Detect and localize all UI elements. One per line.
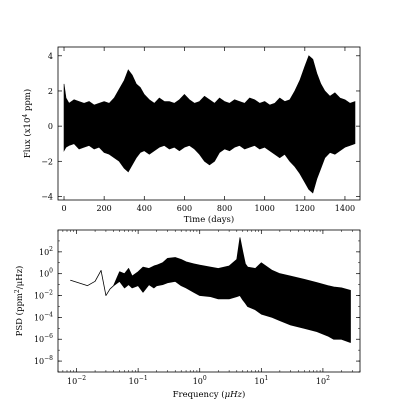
x-tick-label: 0 xyxy=(61,204,66,213)
x-axis-label: Time (days) xyxy=(184,214,235,225)
plot-frame xyxy=(57,46,361,201)
x-tick-label: 102 xyxy=(316,375,330,386)
x-tick-label: 101 xyxy=(254,375,268,386)
y-tick-label: 0 xyxy=(48,122,53,131)
y-tick-label: 2 xyxy=(48,87,53,96)
x-tick-label: 10−1 xyxy=(129,375,148,386)
x-tick-label: 1000 xyxy=(255,204,275,213)
flux-time-series-panel: 0 200 400 600 800 1000 1200 1400 −4 −2 0 2 4 Time (da… xyxy=(22,46,361,225)
x-tick-label: 800 xyxy=(217,204,232,213)
x-tick-label: 200 xyxy=(97,204,112,213)
y-axis-label: Flux (x104 ppm) xyxy=(22,89,33,158)
y-tick-label: 10−2 xyxy=(34,290,53,301)
x-tick-label: 600 xyxy=(177,204,192,213)
y-tick-label: 10−8 xyxy=(34,355,53,366)
flux-series xyxy=(63,55,356,194)
x-axis-label: Frequency (μHz) xyxy=(173,389,246,400)
power-spectrum-panel: 10−2 10−1 100 101 102 10−8 10−6 10−4 10−2 100 102 F… xyxy=(14,229,361,400)
x-tick-label: 1200 xyxy=(295,204,315,213)
x-tick-label: 400 xyxy=(137,204,152,213)
y-tick-label: 102 xyxy=(39,246,53,257)
x-tick-label: 10−2 xyxy=(67,375,86,386)
y-tick-label: 10−4 xyxy=(34,311,53,322)
y-tick-label: −4 xyxy=(41,192,53,201)
x-tick-label: 100 xyxy=(193,375,207,386)
y-tick-label: 100 xyxy=(39,268,53,279)
y-tick-label: 10−6 xyxy=(34,333,53,344)
y-axis-label: PSD (ppm2/μHz) xyxy=(14,266,25,337)
plot-frame xyxy=(57,229,361,373)
psd-series xyxy=(70,237,351,343)
y-tick-label: 4 xyxy=(48,52,53,61)
y-tick-label: −2 xyxy=(41,157,53,166)
x-tick-label: 1400 xyxy=(335,204,355,213)
